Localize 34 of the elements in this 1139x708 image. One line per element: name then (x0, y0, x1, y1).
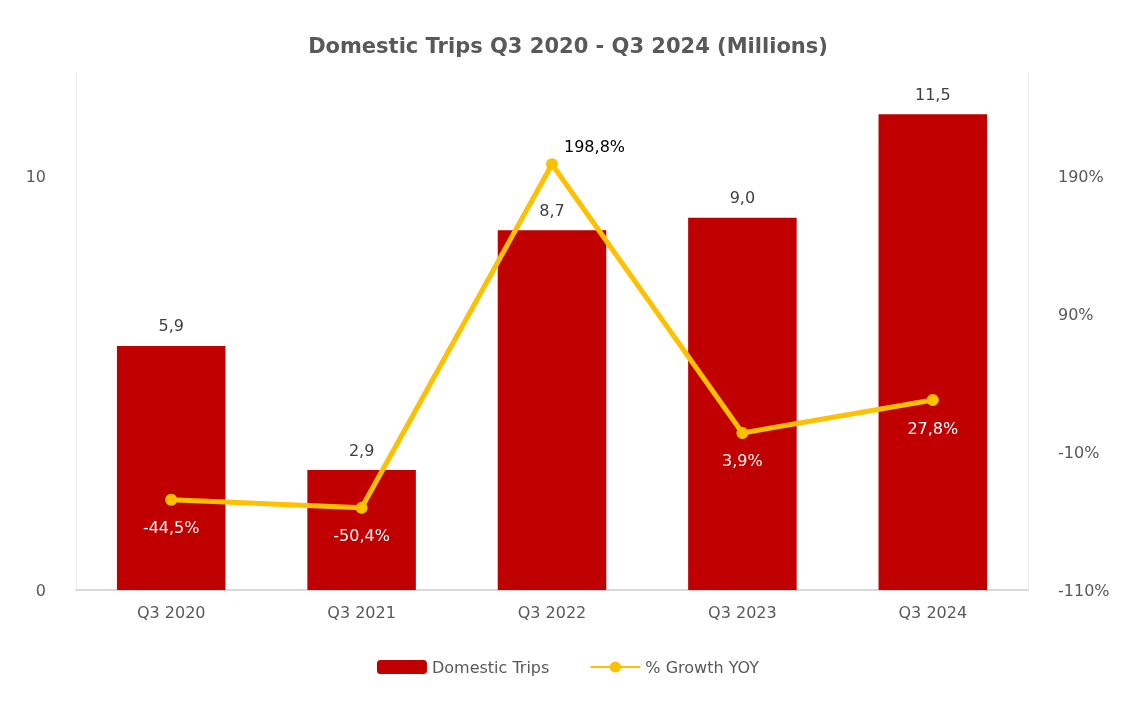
data-label: 8,7 (539, 200, 565, 220)
chart-title: Domestic Trips Q3 2020 - Q3 2024 (Millions) (308, 33, 828, 58)
data-label: 9,0 (729, 188, 756, 208)
y2-tick-label: 190% (1058, 166, 1104, 186)
y2-tick-label: 90% (1058, 304, 1094, 324)
bar (878, 114, 988, 590)
data-label: 11,5 (914, 84, 951, 104)
x-tick-label: Q3 2024 (898, 602, 968, 622)
data-label: 5,9 (158, 316, 184, 336)
bar (688, 217, 797, 590)
data-label: -44,5% (142, 518, 200, 538)
point (355, 501, 368, 514)
legend-label: % Growth YOY (645, 657, 760, 677)
point (926, 394, 939, 407)
x-tick-label: Q3 2021 (327, 602, 396, 622)
y2-tick-label: -110% (1058, 580, 1110, 600)
data-label: 198,8% (564, 136, 626, 156)
data-label: 27,8% (907, 418, 959, 438)
y2-tick-label: -10% (1058, 442, 1100, 462)
legend-label: Domestic Trips (431, 657, 550, 677)
y-tick-label: 0 (35, 580, 46, 600)
point (736, 426, 749, 439)
data-label: 3,9% (722, 451, 763, 471)
x-tick-label: Q3 2023 (708, 602, 777, 622)
bar (116, 345, 226, 590)
point (165, 493, 178, 506)
data-label: -50,4% (333, 526, 390, 546)
y-tick-label: 10 (25, 166, 46, 186)
data-label: 2,9 (348, 440, 375, 460)
point (546, 158, 558, 171)
bar (307, 470, 416, 590)
x-tick-label: Q3 2022 (517, 602, 587, 622)
bar (497, 230, 607, 590)
x-tick-label: Q3 2020 (136, 602, 206, 622)
